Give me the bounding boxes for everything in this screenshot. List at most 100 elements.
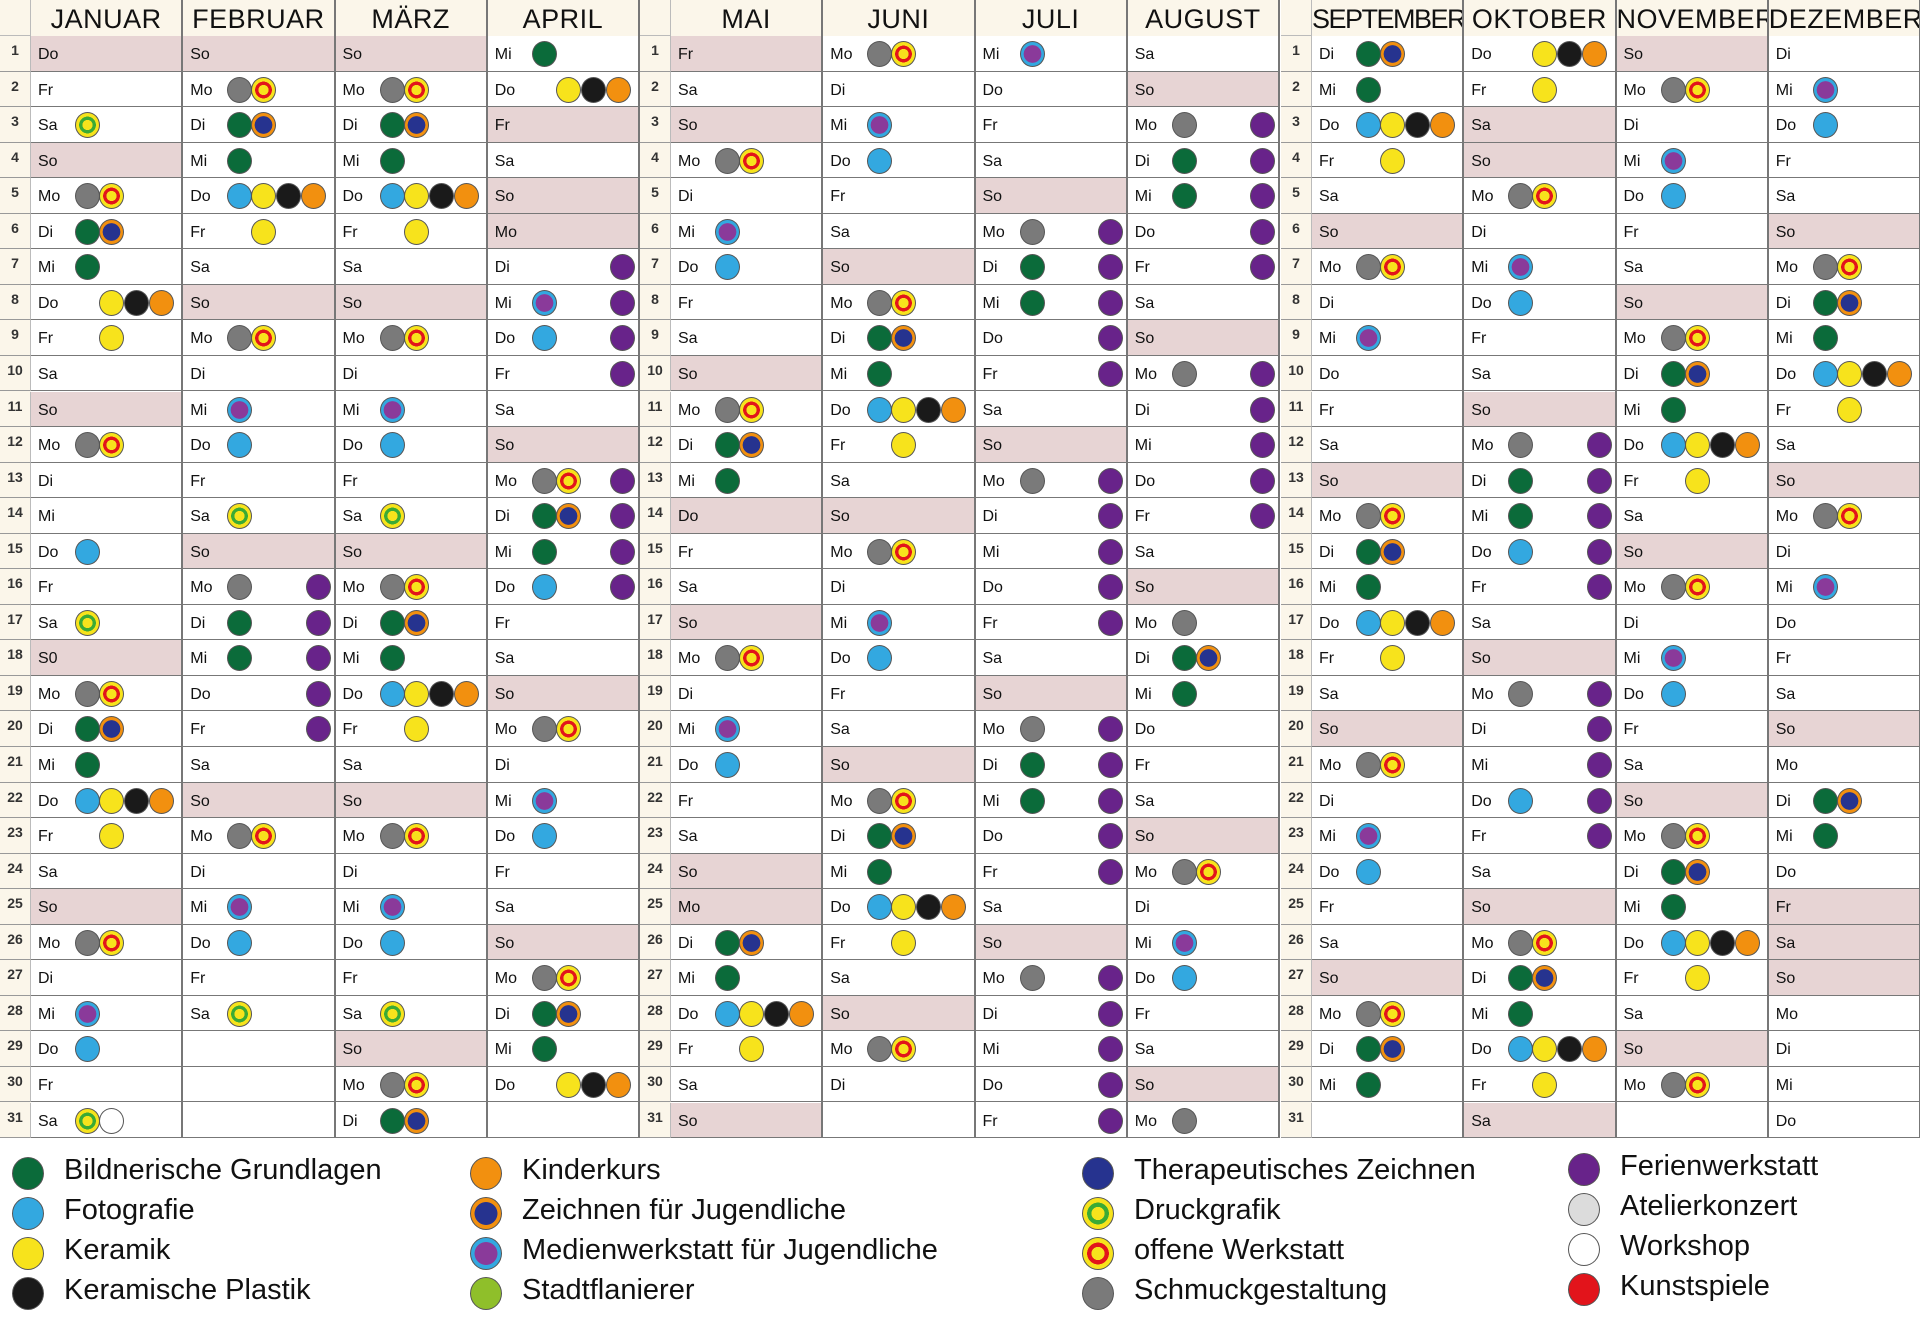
day-cell[interactable]: Di xyxy=(975,498,1126,534)
day-cell[interactable]: Sa xyxy=(183,747,334,783)
day-cell-holiday[interactable]: So xyxy=(487,178,638,214)
day-cell-holiday[interactable]: So xyxy=(335,1031,486,1067)
day-cell[interactable]: Mo xyxy=(335,320,486,356)
day-cell[interactable]: Do xyxy=(487,1066,638,1103)
day-cell[interactable]: Fr xyxy=(1312,889,1463,925)
day-cell[interactable]: Do xyxy=(1616,427,1767,463)
day-cell[interactable] xyxy=(183,1031,334,1067)
day-cell[interactable]: Sa xyxy=(1616,995,1767,1032)
day-cell[interactable]: Do xyxy=(823,142,974,179)
day-cell[interactable]: Mi xyxy=(487,782,638,819)
day-cell[interactable]: Sa xyxy=(1464,853,1615,890)
day-cell-holiday[interactable]: So xyxy=(183,533,334,570)
day-cell-holiday[interactable]: So xyxy=(1127,1066,1278,1103)
day-cell[interactable]: Fr xyxy=(31,320,182,356)
day-cell[interactable]: Di xyxy=(183,355,334,392)
day-cell[interactable]: Mi xyxy=(1312,818,1463,854)
day-cell[interactable]: Mi xyxy=(1312,71,1463,108)
day-cell[interactable]: Di xyxy=(671,675,822,712)
day-cell[interactable]: Fr xyxy=(1616,213,1767,250)
day-cell[interactable]: Do xyxy=(1616,675,1767,712)
day-cell[interactable]: Do xyxy=(823,391,974,428)
day-cell[interactable]: Mi xyxy=(183,391,334,428)
day-cell[interactable]: Do xyxy=(31,782,182,819)
day-cell[interactable]: Mo xyxy=(823,36,974,72)
day-cell[interactable]: Sa xyxy=(671,71,822,108)
day-cell[interactable]: Mo xyxy=(975,960,1126,996)
day-cell[interactable]: Mi xyxy=(975,1031,1126,1067)
day-cell[interactable]: Di xyxy=(1464,213,1615,250)
day-cell[interactable]: Di xyxy=(975,249,1126,285)
day-cell-holiday[interactable]: So xyxy=(1464,889,1615,925)
day-cell-holiday[interactable]: So xyxy=(671,1102,822,1139)
day-cell[interactable]: Mi xyxy=(1464,249,1615,285)
day-cell[interactable]: Mi xyxy=(823,604,974,641)
day-cell[interactable]: Do xyxy=(1312,355,1463,392)
day-cell[interactable] xyxy=(823,1102,974,1139)
day-cell[interactable]: Sa xyxy=(1616,498,1767,534)
day-cell[interactable]: Do xyxy=(975,569,1126,605)
day-cell[interactable]: Sa xyxy=(335,995,486,1032)
day-cell[interactable]: Mi xyxy=(1768,1066,1919,1103)
day-cell[interactable]: Do xyxy=(1768,604,1919,641)
day-cell[interactable]: Do xyxy=(1464,36,1615,72)
day-cell[interactable]: Sa xyxy=(1312,427,1463,463)
day-cell[interactable]: Do xyxy=(1312,107,1463,143)
day-cell[interactable]: Fr xyxy=(1127,249,1278,285)
day-cell[interactable]: Fr xyxy=(1312,142,1463,179)
day-cell[interactable]: Do xyxy=(823,640,974,676)
day-cell-holiday[interactable]: So xyxy=(671,604,822,641)
day-cell[interactable]: Mo xyxy=(1768,498,1919,534)
day-cell[interactable]: Sa xyxy=(183,249,334,285)
day-cell[interactable]: Fr xyxy=(1127,747,1278,783)
day-cell[interactable]: Fr xyxy=(1768,142,1919,179)
day-cell-holiday[interactable]: So xyxy=(1127,320,1278,356)
day-cell-holiday[interactable]: So xyxy=(1616,1031,1767,1067)
day-cell[interactable]: Di xyxy=(335,853,486,890)
day-cell[interactable]: Do xyxy=(1312,604,1463,641)
day-cell[interactable]: Sa xyxy=(823,711,974,747)
day-cell[interactable]: Di xyxy=(31,462,182,499)
day-cell[interactable]: Fr xyxy=(31,71,182,108)
day-cell[interactable]: Do xyxy=(1127,462,1278,499)
day-cell[interactable]: Fr xyxy=(671,284,822,321)
day-cell[interactable]: Mo xyxy=(1127,853,1278,890)
day-cell-holiday[interactable]: So xyxy=(1464,142,1615,179)
day-cell[interactable]: Sa xyxy=(1616,747,1767,783)
day-cell[interactable]: Sa xyxy=(487,889,638,925)
day-cell[interactable]: Do xyxy=(1312,853,1463,890)
day-cell[interactable]: Di xyxy=(1127,391,1278,428)
day-cell[interactable]: Sa xyxy=(1768,675,1919,712)
day-cell[interactable]: Fr xyxy=(1312,640,1463,676)
day-cell[interactable]: Di xyxy=(1464,711,1615,747)
day-cell[interactable]: Mi xyxy=(1464,995,1615,1032)
day-cell-holiday[interactable]: So xyxy=(1312,213,1463,250)
day-cell[interactable] xyxy=(183,1066,334,1103)
day-cell[interactable]: Sa xyxy=(823,462,974,499)
day-cell[interactable]: Mo xyxy=(183,320,334,356)
day-cell[interactable]: Mi xyxy=(1127,178,1278,214)
day-cell[interactable]: Do xyxy=(1464,533,1615,570)
day-cell[interactable]: Di xyxy=(1768,782,1919,819)
day-cell[interactable]: Di xyxy=(823,569,974,605)
day-cell[interactable]: Mo xyxy=(335,569,486,605)
day-cell[interactable]: Di xyxy=(335,355,486,392)
day-cell[interactable]: Do xyxy=(335,427,486,463)
day-cell[interactable]: Sa xyxy=(31,853,182,890)
day-cell[interactable]: Di xyxy=(487,249,638,285)
day-cell[interactable]: Do xyxy=(671,995,822,1032)
day-cell[interactable]: Di xyxy=(31,960,182,996)
day-cell[interactable]: Mo xyxy=(183,71,334,108)
day-cell[interactable]: Mi xyxy=(1312,1066,1463,1103)
day-cell[interactable]: Sa xyxy=(31,1102,182,1139)
day-cell[interactable]: Mi xyxy=(183,640,334,676)
day-cell[interactable]: Sa xyxy=(975,640,1126,676)
day-cell[interactable]: Di xyxy=(1464,960,1615,996)
day-cell[interactable]: Mi xyxy=(975,533,1126,570)
day-cell[interactable]: Mi xyxy=(183,889,334,925)
day-cell[interactable]: Mo xyxy=(487,711,638,747)
day-cell[interactable]: Di xyxy=(1616,853,1767,890)
day-cell[interactable]: Sa xyxy=(335,498,486,534)
day-cell[interactable]: Di xyxy=(1464,462,1615,499)
day-cell-holiday[interactable]: So xyxy=(671,355,822,392)
